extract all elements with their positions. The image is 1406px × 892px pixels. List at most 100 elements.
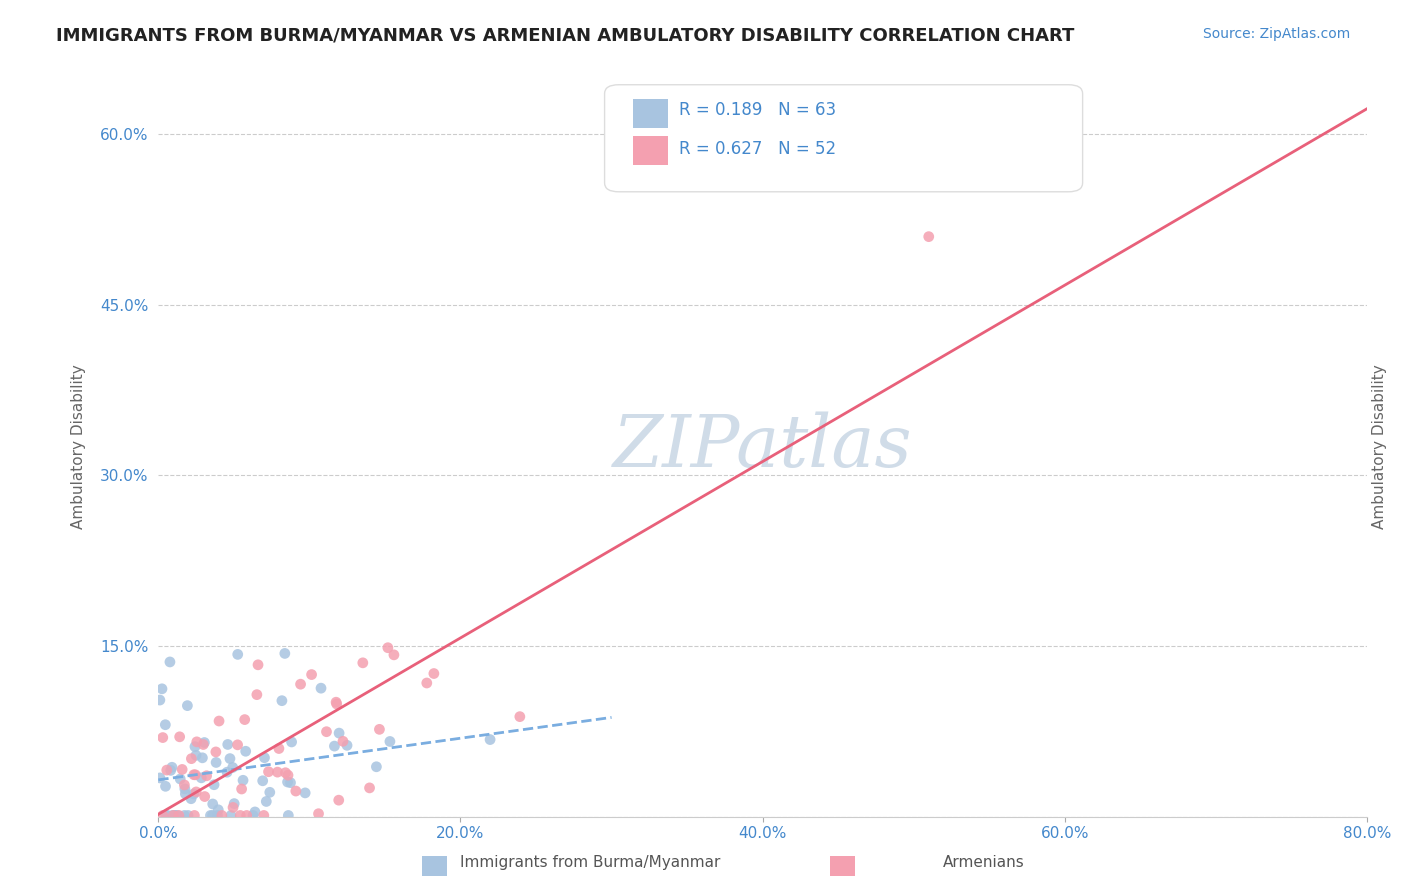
Point [184,768,207,782]
Point [169,772,191,786]
Point [328,793,350,807]
Point [202,778,225,792]
Point [325,695,347,709]
Point [242,808,264,822]
Point [246,688,269,702]
Text: R = 0.189   N = 63: R = 0.189 N = 63 [679,101,837,119]
Point [162,808,184,822]
Point [253,750,276,764]
Point [277,808,299,822]
Text: Source: ZipAtlas.com: Source: ZipAtlas.com [1202,27,1350,41]
Point [323,739,346,753]
Point [205,745,228,759]
Point [382,648,405,662]
Point [309,681,332,695]
Point [215,765,238,780]
Point [193,738,215,752]
Point [163,808,186,822]
Point [194,789,217,804]
Point [232,773,254,788]
Point [233,713,256,727]
Point [221,760,243,774]
Point [155,717,177,731]
Point [205,756,228,770]
Point [222,800,245,814]
Point [195,769,218,783]
Point [253,808,276,822]
Point [211,808,233,822]
Point [200,808,222,822]
Point [184,739,207,754]
Point [172,763,194,777]
Point [231,782,253,797]
Point [166,808,188,822]
Y-axis label: Ambulatory Disability: Ambulatory Disability [72,365,86,529]
Point [377,640,399,655]
Point [277,768,299,782]
Point [156,808,179,822]
Point [479,732,502,747]
Point [294,786,316,800]
Point [155,780,177,794]
Point [162,808,184,822]
Point [243,805,266,819]
Point [165,808,187,822]
Point [169,730,191,744]
Point [207,808,229,822]
Point [201,808,224,822]
Point [150,681,173,696]
Point [159,764,181,778]
Point [280,735,302,749]
Point [208,714,231,728]
Point [247,657,270,672]
Point [186,735,208,749]
Point [509,709,531,723]
Point [183,787,205,801]
Point [173,808,195,822]
Point [219,808,242,822]
Text: IMMIGRANTS FROM BURMA/MYANMAR VS ARMENIAN AMBULATORY DISABILITY CORRELATION CHAR: IMMIGRANTS FROM BURMA/MYANMAR VS ARMENIA… [56,27,1074,45]
Y-axis label: Ambulatory Disability: Ambulatory Disability [1372,365,1388,529]
Point [167,808,190,822]
Point [183,808,205,822]
Point [918,229,941,244]
Point [184,748,207,763]
Point [235,808,257,822]
Point [183,768,205,782]
Point [277,775,299,789]
Text: ZIPatlas: ZIPatlas [613,412,912,483]
Point [254,794,277,808]
Point [224,797,246,811]
Point [252,773,274,788]
Point [229,808,252,822]
Point [308,806,330,821]
Point [226,738,249,752]
Point [271,694,294,708]
Point [191,751,214,765]
Point [416,676,439,690]
Point [186,785,208,799]
Point [332,734,354,748]
Point [274,765,297,780]
Point [190,771,212,785]
Point [359,780,381,795]
Point [378,734,401,748]
Point [267,741,290,756]
Point [180,791,202,805]
Point [180,752,202,766]
Point [352,656,374,670]
Point [152,808,174,822]
Point [274,647,297,661]
Point [315,724,337,739]
Point [226,648,249,662]
Text: Immigrants from Burma/Myanmar: Immigrants from Burma/Myanmar [460,855,721,870]
Point [149,771,172,785]
Point [193,735,215,749]
Text: Armenians: Armenians [943,855,1025,870]
Point [173,781,195,796]
Point [336,739,359,753]
Point [368,723,391,737]
Point [284,784,307,798]
Point [207,803,229,817]
Point [301,667,323,681]
